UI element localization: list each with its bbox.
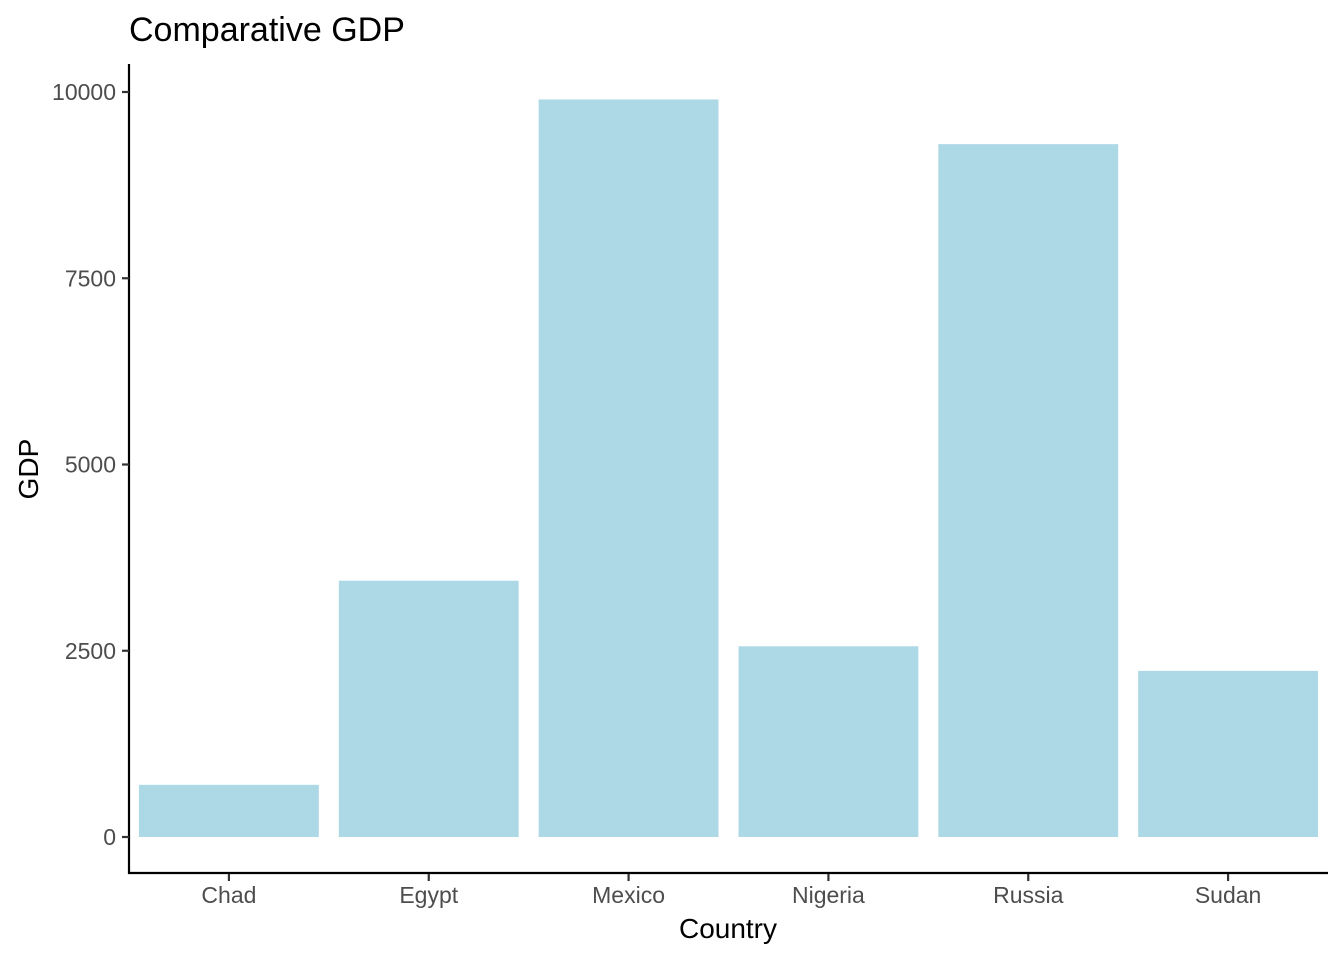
y-tick-label-10000: 10000: [52, 79, 116, 105]
y-tick-label-2500: 2500: [65, 638, 116, 664]
bar-egypt: [338, 580, 519, 837]
bar-sudan: [1138, 670, 1319, 837]
y-tick-label-7500: 7500: [65, 265, 116, 291]
x-tick-label-sudan: Sudan: [1195, 882, 1262, 908]
bar-chad: [138, 784, 319, 837]
bar-nigeria: [738, 646, 919, 837]
x-tick-label-mexico: Mexico: [592, 882, 665, 908]
x-tick-label-chad: Chad: [201, 882, 256, 908]
y-tick-label-5000: 5000: [65, 452, 116, 478]
x-axis-title: Country: [679, 913, 777, 944]
x-tick-label-nigeria: Nigeria: [792, 882, 865, 908]
y-tick-label-0: 0: [103, 824, 116, 850]
bar-mexico: [538, 99, 719, 837]
y-axis-title: GDP: [13, 439, 44, 500]
bars-group: [138, 99, 1319, 837]
x-tick-label-egypt: Egypt: [399, 882, 458, 908]
y-ticks-group: 0 2500 5000 7500 10000: [52, 79, 129, 850]
x-tick-label-russia: Russia: [993, 882, 1064, 908]
bar-russia: [938, 144, 1119, 837]
x-ticks-group: Chad Egypt Mexico Nigeria Russia Sudan: [201, 874, 1261, 908]
chart-title: Comparative GDP: [129, 11, 405, 49]
